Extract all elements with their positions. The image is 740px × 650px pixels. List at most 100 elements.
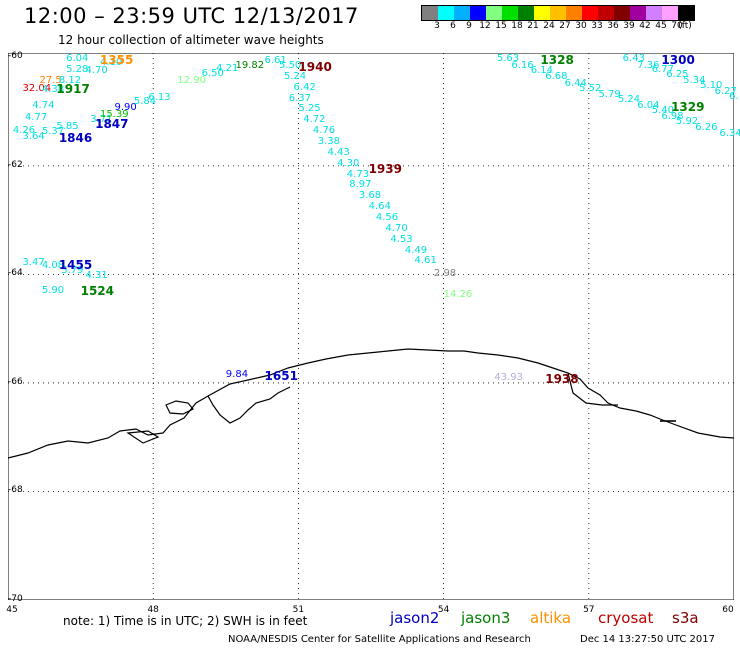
swh-value: 6.42 <box>293 81 316 93</box>
swh-value: 4.64 <box>368 201 391 213</box>
colorbar-swatch <box>566 6 582 20</box>
swh-value: 6. <box>729 90 739 102</box>
swh-value: 7.36 <box>637 60 660 72</box>
swh-value: 27.5 <box>39 74 62 86</box>
swh-value: 12.90 <box>177 74 207 86</box>
colorbar-label: 24 <box>543 21 555 31</box>
swh-value: 5.79 <box>598 88 621 100</box>
swh-value: 5.10 <box>700 80 723 92</box>
swh-value: 6.04 <box>637 99 660 111</box>
swh-value: 5.25 <box>298 103 321 115</box>
colorbar-swatch <box>438 6 454 20</box>
swh-value: 5.24 <box>283 70 307 82</box>
latitude-label: -66 <box>8 376 23 387</box>
colorbar-label: 39 <box>623 21 635 31</box>
swh-colorbar <box>421 5 695 21</box>
ice-feature-1 <box>165 400 194 415</box>
map-title: 12:00 – 23:59 UTC 12/13/2017 <box>24 4 359 28</box>
pass-time-label: 1846 <box>58 130 93 145</box>
swh-value: 5.92 <box>675 115 699 127</box>
swh-value: 5.34 <box>683 74 706 86</box>
swh-value: 3.71 <box>90 114 113 126</box>
swh-value: 4.31 <box>85 270 108 282</box>
swh-value: 4.70 <box>385 222 408 234</box>
pass-time-label: 1455 <box>58 258 93 273</box>
swh-value: 5.63 <box>496 53 520 64</box>
colorbar-swatch <box>518 6 534 20</box>
swh-value: 32.04 <box>22 83 52 95</box>
colorbar-swatch <box>470 6 486 20</box>
swh-value: 6.34 <box>719 127 740 139</box>
swh-value: 4.74 <box>32 99 55 111</box>
map-frame <box>8 53 734 600</box>
swh-value: 6.68 <box>545 70 568 82</box>
pass-time-label: 1939 <box>368 161 402 176</box>
swh-value: 9.84 <box>225 369 249 381</box>
ice-feature-2 <box>126 430 160 444</box>
coast-inlet <box>207 386 291 424</box>
swh-value: 5.85 <box>56 120 79 132</box>
colorbar-swatch <box>678 6 694 20</box>
swh-value: 4.21 <box>216 62 239 74</box>
colorbar-swatch <box>534 6 550 20</box>
swh-value: 5.28 <box>66 63 89 75</box>
swh-value: 4.26 <box>12 125 36 137</box>
colorbar-label: 9 <box>466 21 472 31</box>
colorbar-swatch <box>646 6 662 20</box>
map-plot-area <box>8 53 734 600</box>
colorbar-label: 33 <box>591 21 603 31</box>
latitude-label: -68 <box>8 485 23 496</box>
swh-value: 6.50 <box>201 68 224 80</box>
swh-value: 5.90 <box>41 285 65 297</box>
pass-time-label: 1524 <box>80 284 114 299</box>
swh-value: 5.50 <box>279 60 302 72</box>
swh-value: 4.30 <box>337 157 360 169</box>
legend-s3a: s3a <box>672 609 699 627</box>
swh-value: 6.04 <box>66 53 89 64</box>
swh-value: 4.10 <box>99 57 123 69</box>
swh-value: 6.98 <box>661 110 684 122</box>
colorbar-label: 18 <box>511 21 523 31</box>
colorbar-swatch <box>550 6 566 20</box>
legend-altika: altika <box>530 609 572 627</box>
swh-value: 4.56 <box>375 211 399 223</box>
swh-value: 4.70 <box>85 65 108 77</box>
swh-value: 6.16 <box>511 60 534 72</box>
colorbar-label: 21 <box>527 21 539 31</box>
swh-value: 4.77 <box>24 111 48 123</box>
swh-value: 4.53 <box>390 233 413 245</box>
pass-time-label: 1917 <box>56 81 90 96</box>
colorbar-swatch <box>662 6 678 20</box>
swh-value: 3.64 <box>22 130 45 142</box>
swh-value: 4.73 <box>346 168 370 180</box>
colorbar-label: 12 <box>479 21 491 31</box>
longitude-label: 57 <box>583 605 595 615</box>
swh-value: 6.77 <box>651 63 674 75</box>
pass-time-label: 1328 <box>540 53 574 67</box>
legend-jason3: jason3 <box>461 609 511 627</box>
swh-value: 4.49 <box>404 244 428 256</box>
colorbar-label: 36 <box>607 21 619 31</box>
longitude-label: 54 <box>437 605 450 615</box>
swh-value: 14.26 <box>443 289 473 301</box>
colorbar-swatch <box>614 6 630 20</box>
colorbar-label: 42 <box>639 21 651 31</box>
colorbar-labels: 3 6 9 12 15 18 21 24 27 30 33 36 39 42 45 70 (ft) <box>421 21 740 33</box>
latitude-label: -70 <box>8 594 23 604</box>
swh-value: 5.52 <box>579 83 602 95</box>
map-subtitle: 12 hour collection of altimeter wave hei… <box>58 33 324 47</box>
legend-jason2: jason2 <box>390 609 440 627</box>
colorbar-label: 45 <box>655 21 667 31</box>
longitude-label: 48 <box>147 605 159 615</box>
colorbar-swatch <box>422 6 438 20</box>
pass-time-label: 1847 <box>95 117 129 132</box>
colorbar-swatch <box>502 6 518 20</box>
swh-value: 6.61 <box>264 54 287 66</box>
colorbar-swatch <box>630 6 646 20</box>
latitude-label: -60 <box>8 51 23 62</box>
swh-value: 4.72 <box>303 114 326 126</box>
swh-value: 6.43 <box>622 53 645 64</box>
credit-line: NOAA/NESDIS Center for Satellite Applica… <box>228 634 531 645</box>
swh-value: 6.37 <box>288 92 311 104</box>
swh-value: 8.97 <box>349 179 372 191</box>
